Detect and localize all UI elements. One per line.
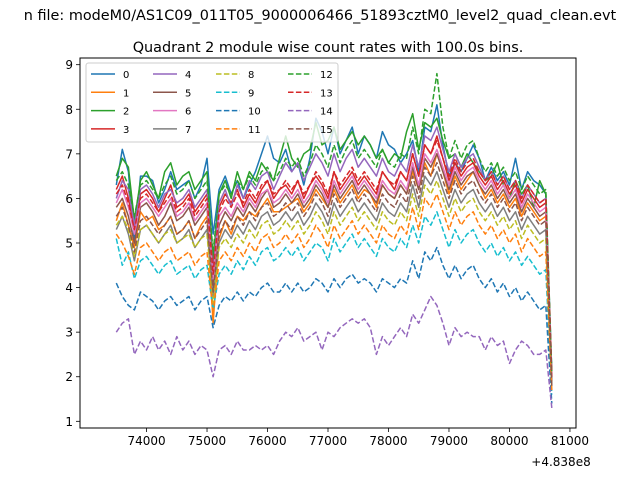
legend-label-1: 1 [123, 88, 129, 99]
y-tick-label: 3 [65, 326, 73, 340]
legend-label-8: 8 [248, 70, 254, 81]
series-line-13 [115, 139, 553, 377]
legend-label-2: 2 [123, 107, 129, 118]
series-line-9 [115, 211, 553, 395]
x-tick-label: 77000 [309, 434, 347, 448]
legend-label-5: 5 [185, 88, 191, 99]
y-tick-label: 2 [65, 370, 73, 384]
series-line-8 [115, 179, 553, 391]
legend-label-12: 12 [320, 70, 333, 81]
y-axis: 1 2 3 4 5 6 7 8 9 [65, 58, 80, 429]
legend-label-0: 0 [123, 70, 129, 81]
legend-label-7: 7 [185, 125, 191, 136]
series-line-14 [115, 295, 553, 408]
legend-label-15: 15 [320, 125, 333, 136]
x-tick-label: 81000 [551, 434, 589, 448]
series-line-12 [115, 72, 553, 373]
x-tick-label: 76000 [248, 434, 286, 448]
x-tick-label: 80000 [490, 434, 528, 448]
legend-box [85, 62, 339, 143]
x-tick-label: 74000 [127, 434, 165, 448]
series-line-7 [115, 170, 553, 386]
series-line-4 [115, 126, 553, 377]
legend-label-6: 6 [185, 107, 191, 118]
y-tick-label: 6 [65, 192, 73, 206]
series-line-5 [115, 153, 553, 382]
legend-label-4: 4 [185, 70, 191, 81]
y-tick-label: 7 [65, 147, 73, 161]
legend-label-13: 13 [320, 88, 333, 99]
y-tick-label: 4 [65, 281, 73, 295]
x-tick-label: 78000 [369, 434, 407, 448]
series-line-11 [115, 193, 553, 391]
legend-label-10: 10 [248, 107, 261, 118]
x-axis: 74000 75000 76000 77000 78000 79000 80000 81000 [127, 428, 589, 448]
chart-title: Quadrant 2 module wise count rates with … [133, 40, 524, 56]
legend-label-3: 3 [123, 125, 129, 136]
y-tick-label: 5 [65, 237, 73, 251]
legend-label-11: 11 [248, 125, 261, 136]
legend-label-9: 9 [248, 88, 254, 99]
y-tick-label: 8 [65, 103, 73, 117]
y-tick-label: 9 [65, 58, 73, 72]
x-tick-label: 75000 [188, 434, 226, 448]
figure-suptitle: n file: modeM0/AS1C09_011T05_9000006466_… [24, 8, 617, 24]
series-line-6 [115, 148, 553, 377]
x-tick-label: 79000 [430, 434, 468, 448]
y-tick-label: 1 [65, 415, 73, 429]
legend-label-14: 14 [320, 107, 333, 118]
series-line-15 [115, 162, 553, 386]
series-line-10 [115, 246, 553, 404]
series-layer [115, 72, 553, 408]
x-offset-label: +4.838e8 [531, 455, 590, 469]
